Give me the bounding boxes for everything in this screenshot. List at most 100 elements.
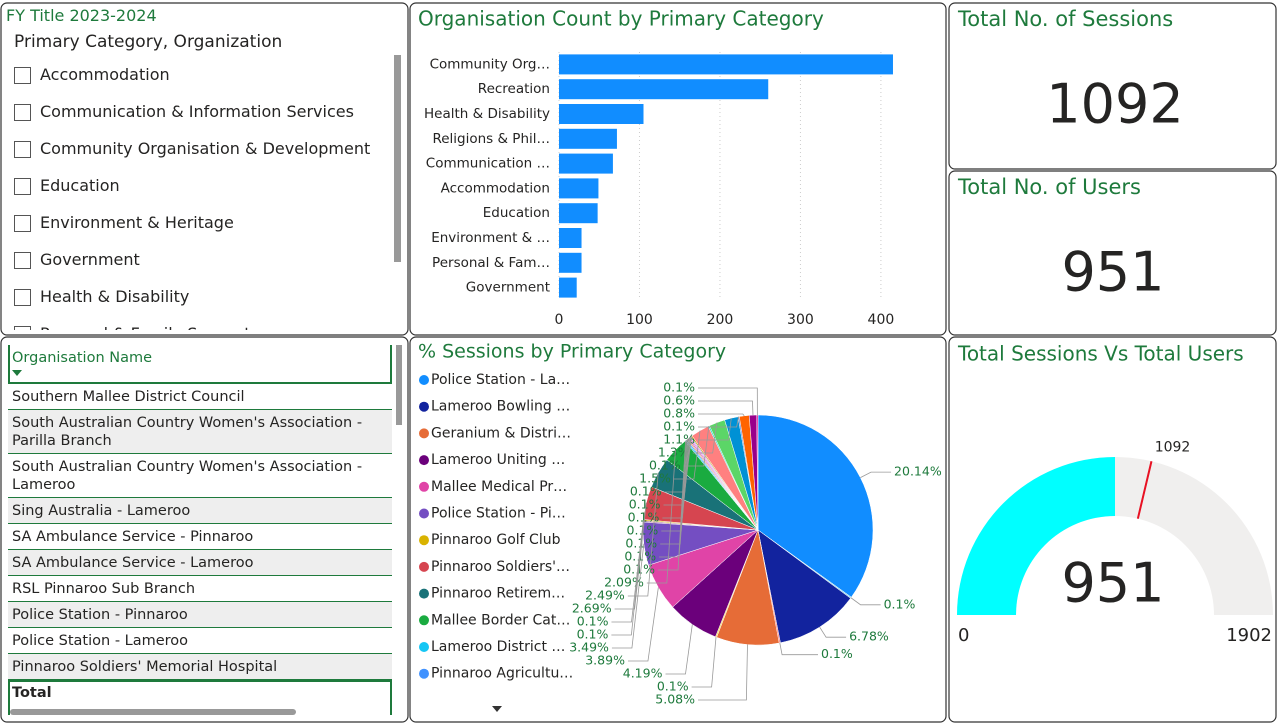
table-row[interactable]: Police Station - Lameroo: [8, 628, 392, 654]
legend-label: Police Station - Pi…: [431, 506, 566, 522]
table-row[interactable]: South Australian Country Women's Associa…: [8, 454, 392, 498]
scrollbar[interactable]: [10, 709, 296, 715]
data-label: 0.1%: [629, 497, 661, 512]
table-row[interactable]: RSL Pinnaroo Sub Branch: [8, 576, 392, 602]
leader-line: [627, 587, 659, 662]
scrollbar[interactable]: [394, 55, 401, 262]
gauge-max: 1902: [1226, 625, 1272, 646]
data-label: 6.78%: [849, 629, 889, 644]
y-tick-label: Government: [466, 280, 550, 296]
y-tick-label: Health & Disability: [424, 106, 550, 122]
checkbox[interactable]: [14, 67, 31, 84]
panel: [0, 2, 409, 336]
checkbox[interactable]: [14, 252, 31, 269]
checkbox[interactable]: [14, 289, 31, 306]
legend-label: Pinnaroo Agricultu…: [431, 666, 573, 682]
kpi-value: 1092: [1046, 73, 1183, 136]
bar: [559, 252, 582, 273]
column-header[interactable]: Organisation Name: [12, 350, 153, 366]
y-tick-label: Religions & Phil…: [432, 131, 550, 147]
gauge-fill: [957, 457, 1115, 615]
legend-label: Mallee Border Cat…: [431, 612, 570, 628]
legend-marker: [419, 428, 429, 439]
slicer-item[interactable]: Communication & Information Services: [40, 102, 354, 121]
leader-line: [673, 430, 701, 480]
checkbox[interactable]: [14, 141, 31, 158]
table-row[interactable]: Pinnaroo Soldiers' Memorial Hospital: [8, 654, 392, 680]
leader-line: [698, 418, 732, 441]
slicer-item[interactable]: Education: [40, 176, 120, 195]
table-row[interactable]: SA Ambulance Service - Lameroo: [8, 550, 392, 576]
bar: [559, 79, 769, 100]
target-label: 1092: [1155, 440, 1191, 456]
leader-line: [698, 387, 758, 416]
data-label: 3.89%: [585, 653, 625, 668]
data-label: 3.49%: [569, 640, 609, 655]
x-tick-label: 400: [868, 312, 895, 328]
panel: [409, 2, 947, 336]
kpi-title: Total No. of Users: [957, 175, 1141, 199]
panel: [948, 170, 1277, 336]
bar: [559, 178, 599, 199]
gauge-value: 951: [1061, 552, 1164, 615]
sort-arrow: [12, 370, 22, 376]
legend-marker: [419, 588, 429, 599]
data-label: 1.3%: [658, 445, 690, 460]
legend-marker: [419, 401, 429, 412]
legend-label: Pinnaroo Retirem…: [431, 586, 565, 602]
y-tick-label: Accommodation: [441, 180, 550, 196]
table-row[interactable]: Police Station - Pinnaroo: [8, 602, 392, 628]
data-label: 0.1%: [577, 627, 609, 642]
data-label: 0.1%: [649, 458, 681, 473]
table: Organisation Name Southern Mallee Distric…: [0, 337, 408, 722]
data-label: 1.5%: [639, 471, 671, 486]
data-label: 0.6%: [663, 393, 695, 408]
y-tick-label: Environment & …: [431, 230, 550, 246]
leader-line: [665, 624, 693, 675]
leader-line: [860, 471, 892, 478]
slicer-field: Primary Category, Organization: [14, 32, 283, 52]
scrollbar[interactable]: [396, 345, 402, 425]
total-rule: [8, 680, 392, 682]
kpi-title: Total No. of Sessions: [957, 7, 1173, 31]
checkbox[interactable]: [14, 104, 31, 121]
slicer-title: FY Title 2023-2024: [6, 6, 157, 25]
data-label: 5.08%: [655, 692, 695, 707]
leader-line: [819, 626, 847, 638]
checkbox[interactable]: [14, 215, 31, 232]
slicer-item[interactable]: Environment & Heritage: [40, 213, 234, 232]
panel: [948, 336, 1277, 723]
legend-label: Geranium & Distri…: [431, 425, 571, 441]
slicer-item[interactable]: Government: [40, 250, 140, 269]
x-tick-label: 200: [707, 312, 734, 328]
data-label: 0.8%: [663, 406, 695, 421]
data-label: 20.14%: [894, 464, 942, 479]
y-tick-label: Personal & Fam…: [432, 255, 550, 271]
data-label: 0.1%: [577, 614, 609, 629]
data-label: 2.69%: [572, 601, 612, 616]
gauge-target: [1136, 461, 1153, 519]
slicer-item[interactable]: Community Organisation & Development: [40, 139, 371, 158]
table-row[interactable]: Sing Australia - Lameroo: [8, 498, 392, 524]
y-tick-label: Community Org…: [430, 56, 550, 72]
leader-line: [614, 502, 647, 610]
checkbox[interactable]: [14, 178, 31, 195]
slicer-item[interactable]: Health & Disability: [40, 287, 190, 306]
bar: [559, 277, 577, 298]
pie-slice: [756, 414, 759, 531]
table-row[interactable]: Southern Mallee District Council: [8, 384, 392, 410]
leader-line: [611, 543, 645, 649]
slicer-item[interactable]: Accommodation: [40, 65, 170, 84]
legend-more[interactable]: [492, 706, 502, 712]
slicer-item[interactable]: Personal & Family Support: [40, 324, 250, 330]
x-tick-label: 100: [626, 312, 653, 328]
y-tick-label: Recreation: [478, 81, 550, 97]
leader-line: [698, 413, 745, 417]
data-label: 4.19%: [623, 666, 663, 681]
legend-marker: [419, 615, 429, 626]
table-row[interactable]: South Australian Country Women's Associa…: [8, 410, 392, 454]
table-row[interactable]: SA Ambulance Service - Pinnaroo: [8, 524, 392, 550]
leader-line: [691, 637, 717, 688]
checkbox[interactable]: [14, 326, 31, 330]
